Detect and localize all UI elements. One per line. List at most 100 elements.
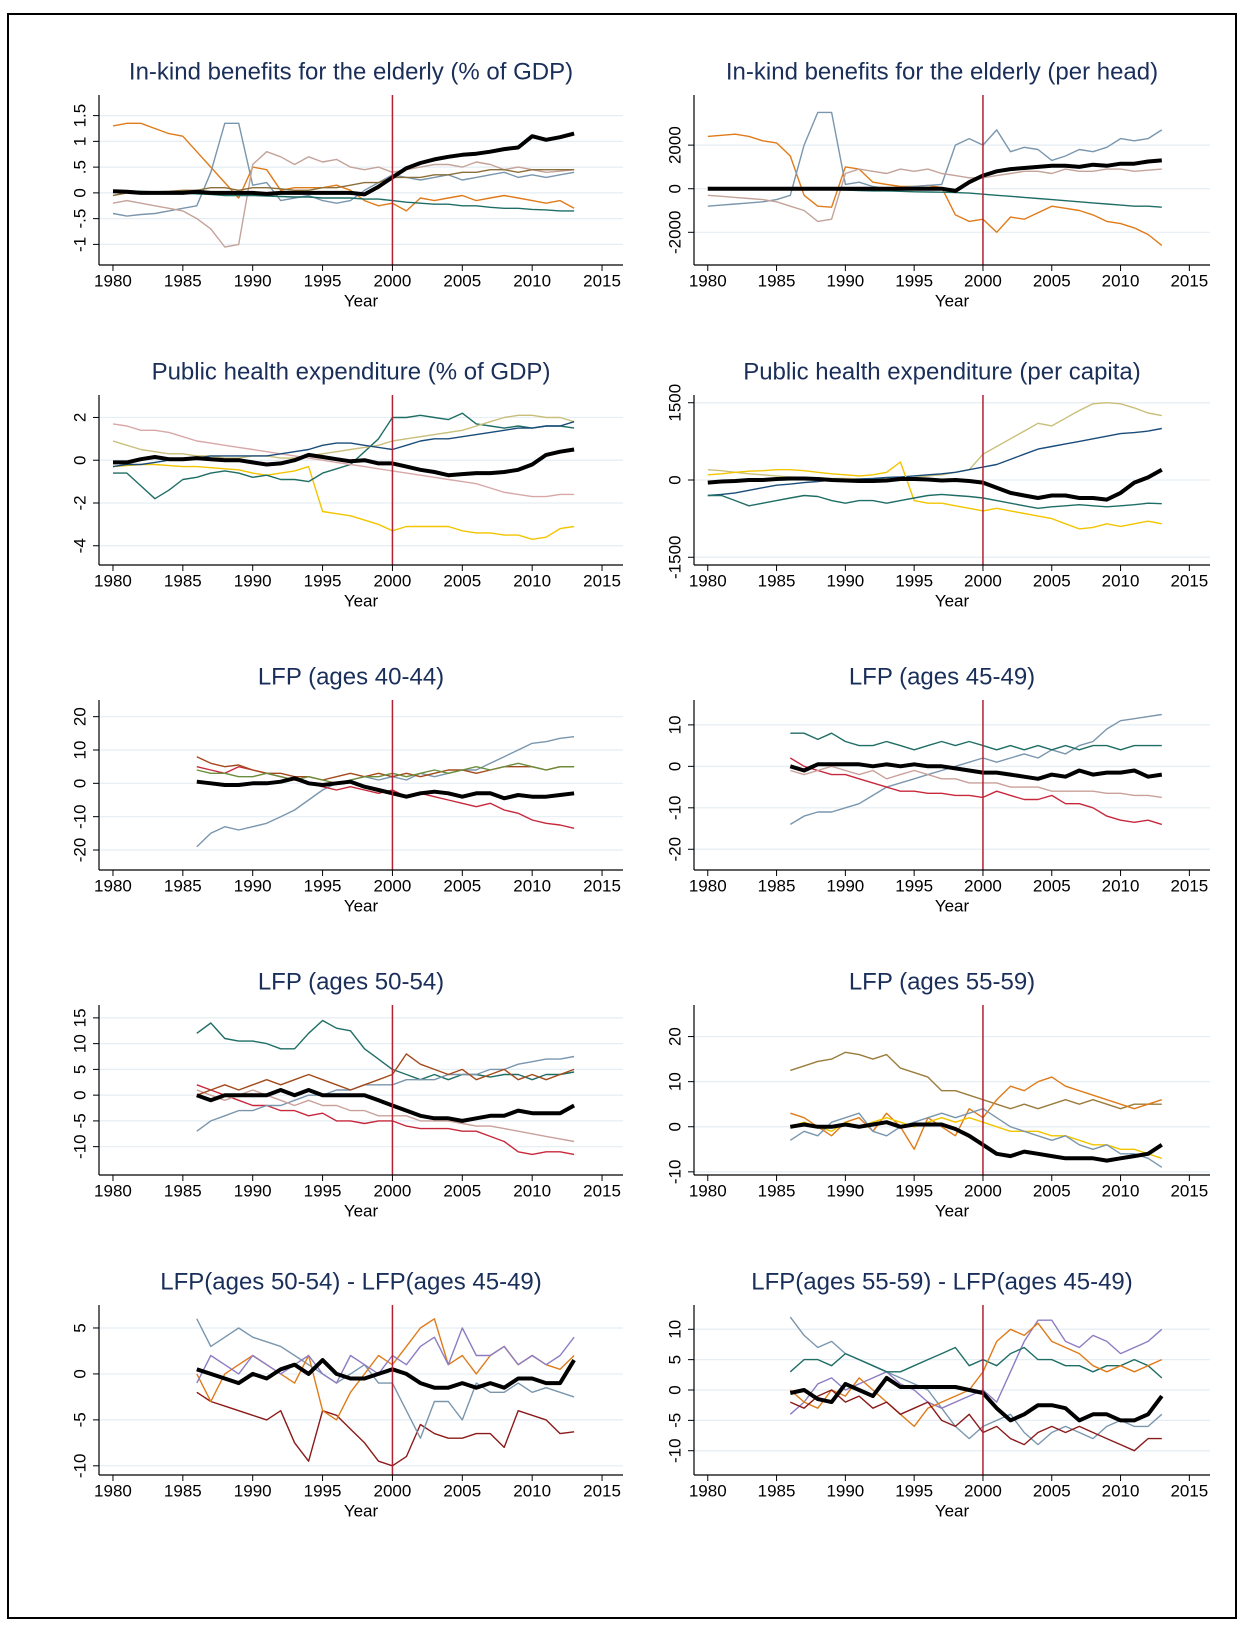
x-tick-label: 1985	[758, 571, 796, 590]
y-tick-label: -4	[70, 538, 89, 553]
data-line	[196, 1327, 575, 1384]
y-tick-label: -10	[70, 804, 89, 829]
x-axis-label: Year	[344, 1201, 379, 1220]
x-tick-label: 2010	[513, 1481, 551, 1500]
x-axis-label: Year	[935, 591, 970, 610]
data-line	[112, 463, 575, 540]
x-tick-label: 1995	[895, 876, 933, 895]
y-tick-label: 0	[665, 1385, 684, 1394]
x-tick-label: 1985	[758, 271, 796, 290]
x-tick-label: 1980	[689, 876, 727, 895]
data-line	[707, 427, 1162, 497]
x-tick-label: 1990	[234, 876, 272, 895]
chart-title: LFP (ages 50-54)	[258, 968, 444, 995]
data-line	[790, 732, 1162, 751]
x-tick-label: 2010	[1102, 571, 1140, 590]
chart-title: LFP (ages 40-44)	[258, 663, 444, 690]
y-tick-label: 5	[70, 1065, 89, 1074]
x-tick-label: 2015	[583, 271, 621, 290]
y-tick-label: -2	[70, 495, 89, 510]
data-line	[196, 776, 575, 801]
x-tick-label: 1995	[304, 1481, 342, 1500]
data-line	[196, 736, 575, 848]
x-tick-label: 1995	[895, 1481, 933, 1500]
x-tick-label: 2015	[583, 876, 621, 895]
x-axis-label: Year	[344, 291, 379, 310]
data-line	[196, 762, 575, 784]
y-tick-label: 0	[70, 1369, 89, 1378]
x-tick-label: 2010	[513, 571, 551, 590]
y-tick-label: 5	[665, 1355, 684, 1364]
x-tick-label: 1985	[164, 271, 202, 290]
y-tick-label: -20	[70, 838, 89, 863]
y-tick-label: 20	[70, 707, 89, 726]
data-line	[707, 111, 1163, 207]
x-tick-label: 2005	[1033, 876, 1071, 895]
y-tick-label: 2	[70, 413, 89, 422]
chart-title: In-kind benefits for the elderly (% of G…	[129, 58, 573, 85]
x-tick-label: 2000	[964, 271, 1002, 290]
y-tick-label: 0	[70, 455, 89, 464]
x-axis-label: Year	[935, 1201, 970, 1220]
x-tick-label: 2000	[374, 271, 412, 290]
x-tick-label: 2005	[443, 1181, 481, 1200]
data-line	[789, 1120, 1163, 1163]
data-line	[789, 757, 1163, 826]
y-tick-label: 0	[665, 184, 684, 193]
data-line	[707, 467, 1163, 502]
chart-title: LFP(ages 50-54) - LFP(ages 45-49)	[160, 1268, 542, 1295]
data-line	[789, 762, 1163, 781]
y-tick-label: 1.5	[70, 104, 89, 128]
x-tick-label: 2000	[374, 1481, 412, 1500]
x-tick-label: 1980	[94, 1481, 132, 1500]
y-tick-label: 0	[70, 188, 89, 197]
y-tick-label: 2000	[665, 126, 684, 164]
x-tick-label: 2015	[1170, 876, 1208, 895]
x-tick-label: 2000	[964, 876, 1002, 895]
x-tick-label: 2000	[964, 1181, 1002, 1200]
y-tick-label: .5	[70, 160, 89, 174]
data-line	[196, 1053, 575, 1096]
data-line	[112, 122, 575, 212]
data-line	[196, 1088, 576, 1123]
x-tick-label: 1990	[234, 1181, 272, 1200]
x-tick-label: 1980	[94, 1181, 132, 1200]
y-tick-label: 10	[665, 715, 684, 734]
data-line	[112, 414, 575, 459]
x-tick-label: 2010	[513, 1181, 551, 1200]
data-line	[790, 1076, 1163, 1150]
x-tick-label: 1980	[689, 1181, 727, 1200]
x-tick-label: 1980	[689, 1481, 727, 1500]
chart-title: LFP(ages 55-59) - LFP(ages 45-49)	[751, 1268, 1133, 1295]
x-axis-label: Year	[344, 591, 379, 610]
y-tick-label: -5	[70, 1412, 89, 1427]
y-tick-label: -20	[665, 837, 684, 862]
y-tick-label: 20	[665, 1027, 684, 1046]
x-tick-label: 1990	[234, 1481, 272, 1500]
x-tick-label: 1990	[826, 271, 864, 290]
x-tick-label: 2010	[513, 876, 551, 895]
x-tick-label: 1985	[758, 1181, 796, 1200]
x-tick-label: 2015	[1170, 271, 1208, 290]
y-tick-label: -5	[70, 1113, 89, 1128]
data-line	[112, 169, 575, 197]
x-tick-label: 2005	[1033, 1481, 1071, 1500]
x-axis-label: Year	[935, 896, 970, 915]
x-axis-label: Year	[935, 1501, 970, 1520]
y-tick-label: 10	[70, 741, 89, 760]
y-tick-label: -1	[70, 237, 89, 252]
data-line	[196, 1055, 575, 1132]
y-tick-label: 5	[70, 1323, 89, 1332]
data-line	[790, 765, 1162, 799]
x-tick-label: 2010	[513, 271, 551, 290]
data-line	[113, 412, 575, 500]
data-line	[707, 402, 1162, 480]
x-tick-label: 2015	[583, 1181, 621, 1200]
data-line	[790, 1051, 1162, 1110]
y-tick-label: -10	[665, 1160, 684, 1185]
x-tick-label: 2005	[1033, 1181, 1071, 1200]
x-tick-label: 2015	[1170, 1481, 1208, 1500]
x-tick-label: 1985	[164, 571, 202, 590]
y-tick-label: -1500	[665, 536, 684, 579]
